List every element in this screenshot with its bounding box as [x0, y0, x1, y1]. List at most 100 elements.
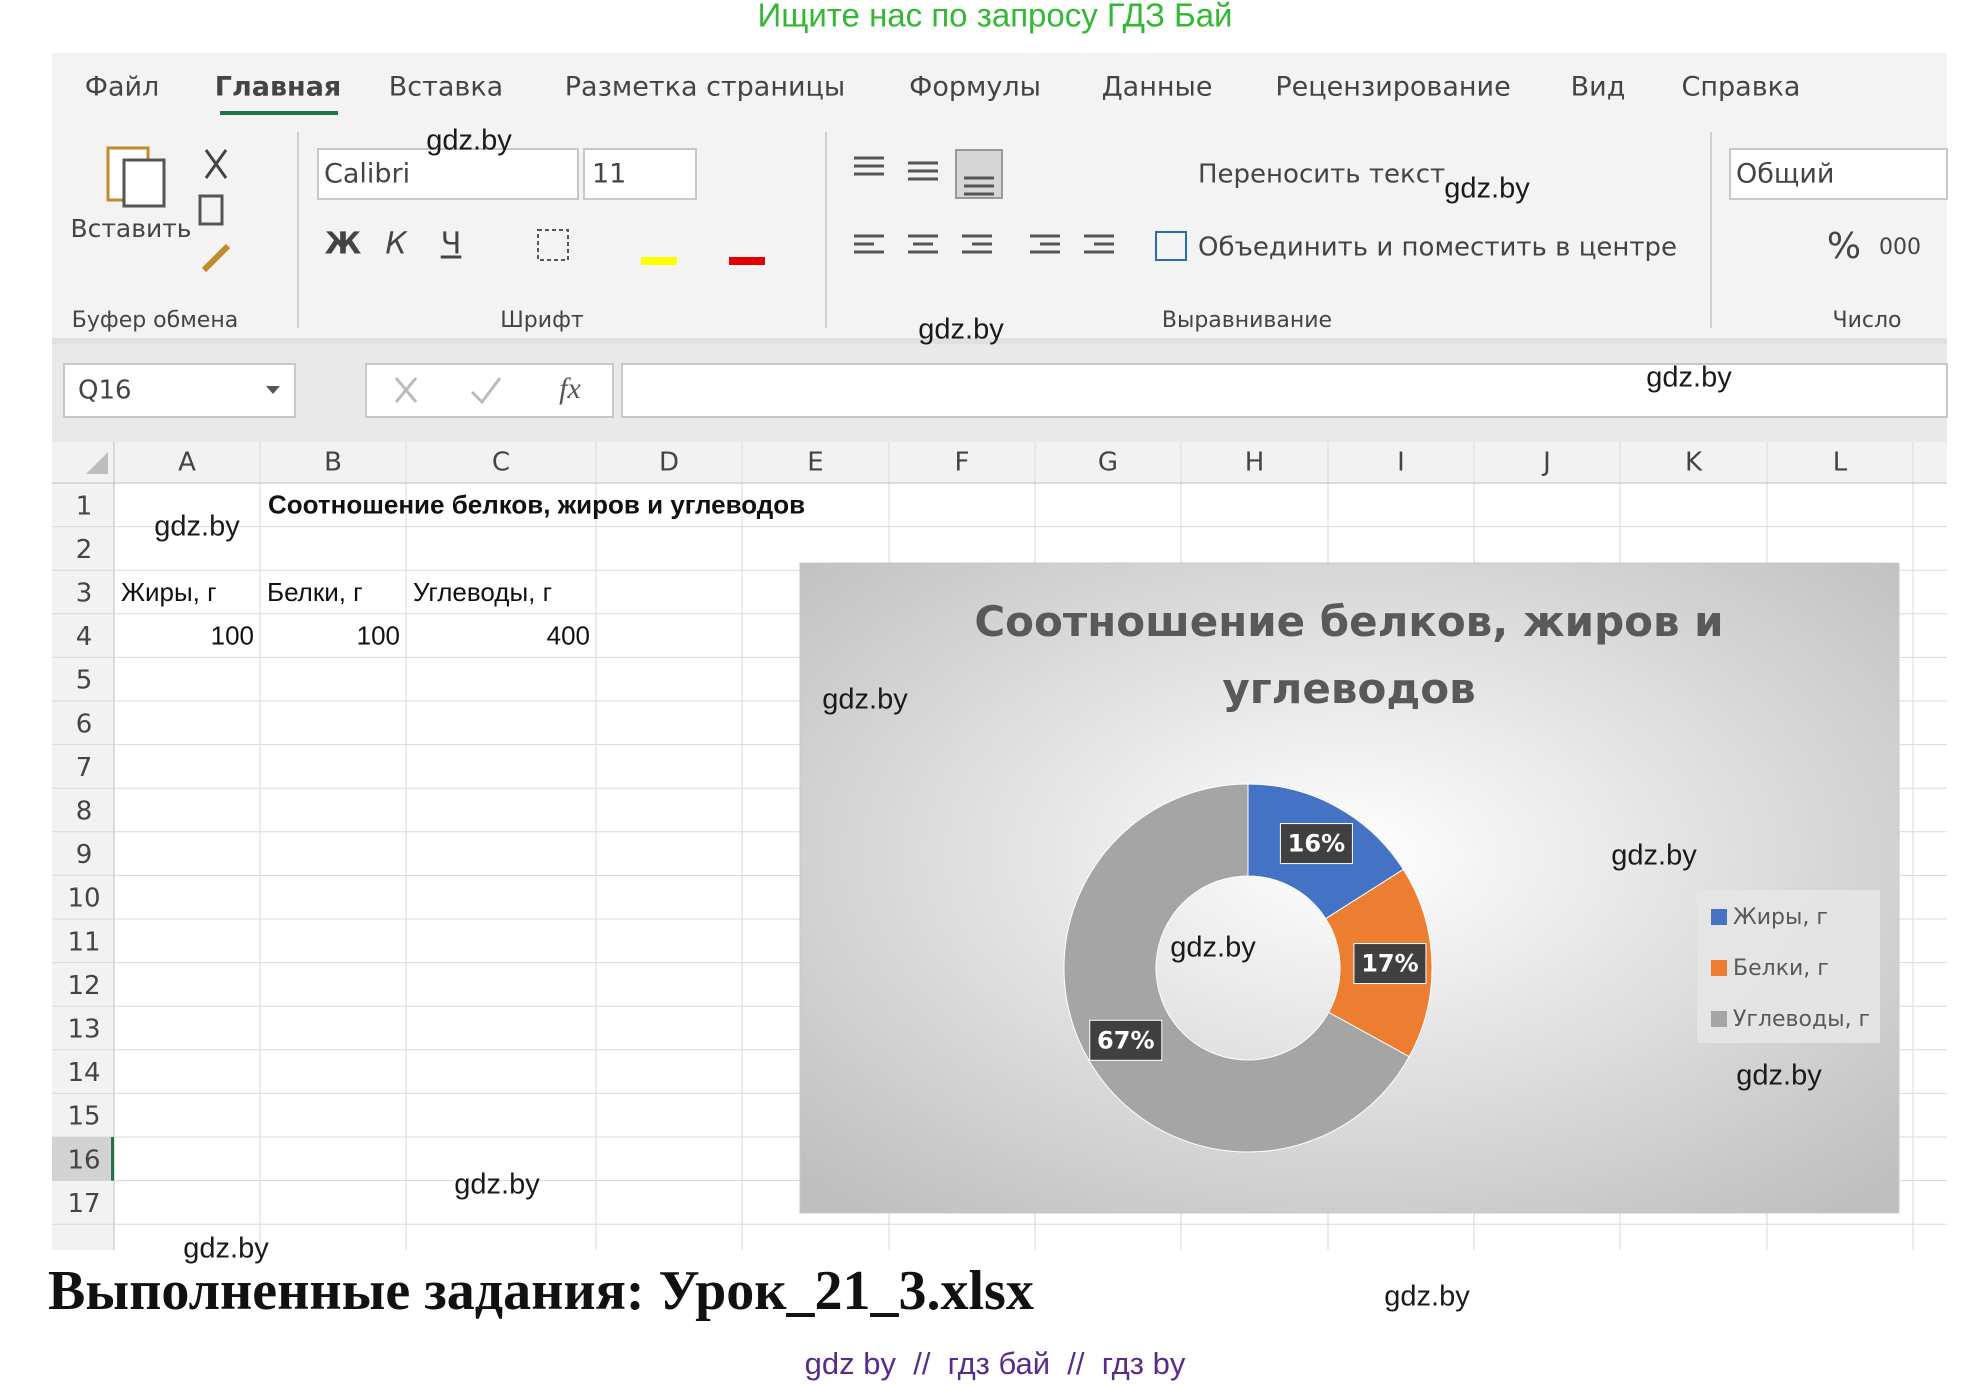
font-name-box[interactable] — [317, 148, 579, 200]
borders-button[interactable] — [537, 229, 569, 261]
column-header-bar — [52, 442, 1947, 483]
row-header[interactable]: 3 — [76, 579, 93, 609]
percent-button[interactable]: % — [1827, 226, 1861, 267]
row-header[interactable]: 16 — [67, 1145, 100, 1175]
enter-button[interactable] — [470, 377, 502, 405]
row-header[interactable]: 11 — [67, 927, 100, 957]
bottom-links[interactable]: gdz by // гдз бай // гдз by — [805, 1346, 1186, 1381]
ribbon-tabs: Файл Главная Вставка Разметка страницы Форму… — [85, 72, 1801, 103]
copy-icon[interactable] — [198, 194, 224, 226]
watermark: gdz.by — [183, 1233, 269, 1265]
cell[interactable]: 400 — [547, 620, 590, 650]
merge-center-button[interactable]: Объединить и поместить в центре — [1198, 233, 1677, 263]
row-header[interactable]: 13 — [67, 1015, 100, 1045]
font-color-button[interactable] — [729, 257, 765, 265]
fill-color-button[interactable] — [641, 257, 677, 265]
ribbon-tab[interactable]: Вставка — [389, 72, 503, 103]
watermark: gdz.by — [154, 511, 240, 543]
column-header[interactable]: B — [324, 448, 342, 478]
underline-button[interactable]: Ч — [441, 227, 462, 262]
row-header[interactable]: 1 — [76, 491, 93, 521]
legend-box — [1697, 890, 1880, 1043]
row-header[interactable]: 14 — [67, 1058, 100, 1088]
column-header[interactable]: F — [955, 448, 970, 478]
row-header[interactable]: 17 — [67, 1189, 100, 1219]
column-header[interactable]: J — [1541, 448, 1551, 478]
cell[interactable]: Жиры, г — [121, 577, 217, 607]
cancel-button[interactable] — [394, 377, 418, 403]
italic-button[interactable]: К — [385, 227, 408, 262]
column-header[interactable]: H — [1245, 448, 1265, 478]
watermarks: gdz.by gdz.by gdz.by gdz.by gdz.by gdz.by gdz.… — [154, 125, 1822, 1313]
legend-entry[interactable]: Углеводы, г — [1733, 1007, 1870, 1032]
insert-function-button[interactable]: fx — [559, 372, 581, 405]
ribbon-tab[interactable]: Рецензирование — [1275, 72, 1510, 103]
font-name[interactable]: Calibri — [324, 159, 410, 190]
align-icons[interactable] — [854, 149, 1114, 254]
name-box-dropdown[interactable] — [266, 386, 280, 394]
number-format-box[interactable] — [1729, 148, 1948, 200]
watermark: gdz.by — [1170, 932, 1256, 964]
watermark: gdz.by — [454, 1169, 540, 1201]
ribbon-tab[interactable]: Формулы — [909, 72, 1041, 103]
row-header[interactable]: 9 — [76, 840, 93, 870]
legend-swatch — [1711, 1011, 1727, 1027]
cell[interactable]: Соотношение белков, жиров и углеводов — [268, 490, 805, 520]
wrap-text-button[interactable]: Переносить текст — [1198, 160, 1445, 190]
paste-icon-sheet[interactable] — [122, 158, 166, 208]
column-header[interactable]: A — [178, 448, 196, 478]
ribbon-tab[interactable]: Главная — [215, 72, 342, 103]
ribbon-tab[interactable]: Справка — [1682, 72, 1801, 103]
name-box[interactable] — [63, 363, 296, 418]
number-format[interactable]: Общий — [1736, 159, 1834, 190]
column-header[interactable]: L — [1833, 448, 1848, 478]
row-header[interactable]: 8 — [76, 797, 93, 827]
watermark: gdz.by — [1384, 1281, 1470, 1313]
watermark: gdz.by — [1611, 840, 1697, 872]
column-header[interactable]: E — [807, 448, 823, 478]
paste-button[interactable]: Вставить — [70, 214, 191, 243]
bold-button[interactable]: Ж — [325, 227, 362, 262]
row-header[interactable]: 6 — [76, 709, 93, 739]
cell[interactable]: 100 — [357, 620, 400, 650]
ribbon-tab[interactable]: Разметка страницы — [565, 72, 845, 103]
column-header[interactable]: G — [1098, 448, 1118, 478]
row-header[interactable]: 12 — [67, 971, 100, 1001]
column-header[interactable]: D — [659, 448, 679, 478]
name-box-text[interactable]: Q16 — [78, 376, 132, 406]
thousands-button[interactable]: 000 — [1879, 235, 1921, 260]
row-header[interactable]: 15 — [67, 1102, 100, 1132]
legend-entry[interactable]: Жиры, г — [1733, 905, 1828, 930]
row-header[interactable]: 4 — [76, 622, 93, 652]
column-header[interactable]: I — [1397, 448, 1405, 478]
ribbon-group-label: Число — [1833, 308, 1902, 333]
format-painter-icon[interactable] — [201, 243, 231, 273]
ribbon-tab[interactable]: Файл — [85, 72, 160, 103]
ribbon-tab[interactable]: Данные — [1102, 72, 1213, 103]
ribbon-tab[interactable]: Вид — [1571, 72, 1626, 103]
watermark: gdz.by — [822, 684, 908, 716]
row-header[interactable]: 5 — [76, 666, 93, 696]
row-header-bar — [52, 442, 114, 1250]
cell[interactable]: 100 — [211, 620, 254, 650]
merge-icon[interactable] — [1155, 231, 1187, 261]
watermark: gdz.by — [426, 125, 512, 157]
watermark: gdz.by — [1444, 173, 1530, 205]
chart-title: Соотношение белков, жиров и углеводов — [974, 597, 1724, 713]
cell[interactable]: Углеводы, г — [413, 577, 552, 607]
font-size-box[interactable] — [583, 148, 697, 200]
formula-input[interactable] — [621, 363, 1948, 418]
row-header[interactable]: 2 — [76, 535, 93, 565]
font-size[interactable]: 11 — [592, 159, 626, 190]
row-header[interactable]: 7 — [76, 753, 93, 783]
cut-icon[interactable] — [204, 149, 228, 179]
select-all[interactable] — [86, 452, 108, 474]
column-header[interactable]: C — [492, 448, 510, 478]
column-header[interactable]: K — [1685, 448, 1703, 478]
row-header[interactable]: 10 — [67, 884, 100, 914]
legend-entry[interactable]: Белки, г — [1733, 956, 1829, 981]
watermark: gdz.by — [1736, 1060, 1822, 1092]
data-label-box — [1353, 943, 1427, 985]
cell[interactable]: Белки, г — [267, 577, 363, 607]
